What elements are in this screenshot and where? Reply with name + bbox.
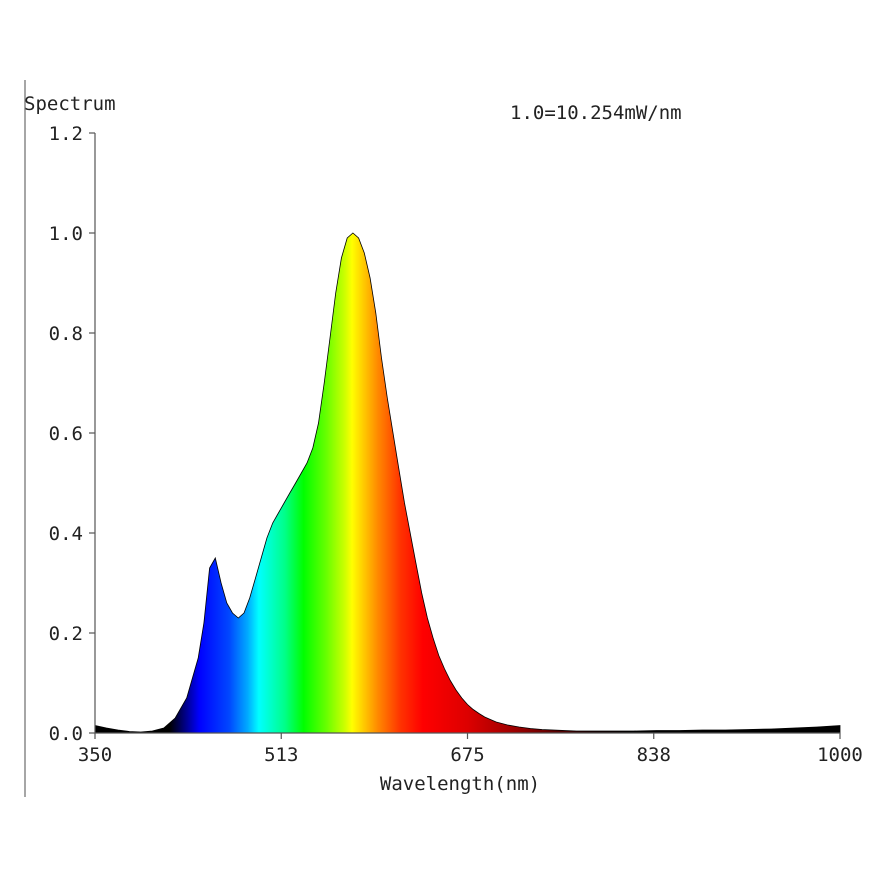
y-tick-label: 0.2 xyxy=(49,623,83,645)
x-tick-label: 675 xyxy=(450,744,484,766)
x-tick-label: 350 xyxy=(78,744,112,766)
chart-title: Spectrum xyxy=(24,93,116,115)
scale-annotation: 1.0=10.254mW/nm xyxy=(510,102,682,124)
x-tick-label: 1000 xyxy=(817,744,863,766)
y-tick-label: 1.2 xyxy=(49,123,83,145)
x-axis-ticks: 350 513 675 838 1000 xyxy=(78,733,863,766)
y-tick-label: 0.6 xyxy=(49,423,83,445)
y-tick-label: 1.0 xyxy=(49,223,83,245)
y-tick-label: 0.0 xyxy=(49,723,83,745)
y-tick-label: 0.4 xyxy=(49,523,83,545)
x-axis-label: Wavelength(nm) xyxy=(380,773,540,795)
y-tick-label: 0.8 xyxy=(49,323,83,345)
y-axis-ticks: 0.0 0.2 0.4 0.6 0.8 1.0 1.2 xyxy=(49,123,95,745)
x-tick-label: 838 xyxy=(637,744,671,766)
spectrum-area xyxy=(94,232,841,734)
x-tick-label: 513 xyxy=(264,744,298,766)
